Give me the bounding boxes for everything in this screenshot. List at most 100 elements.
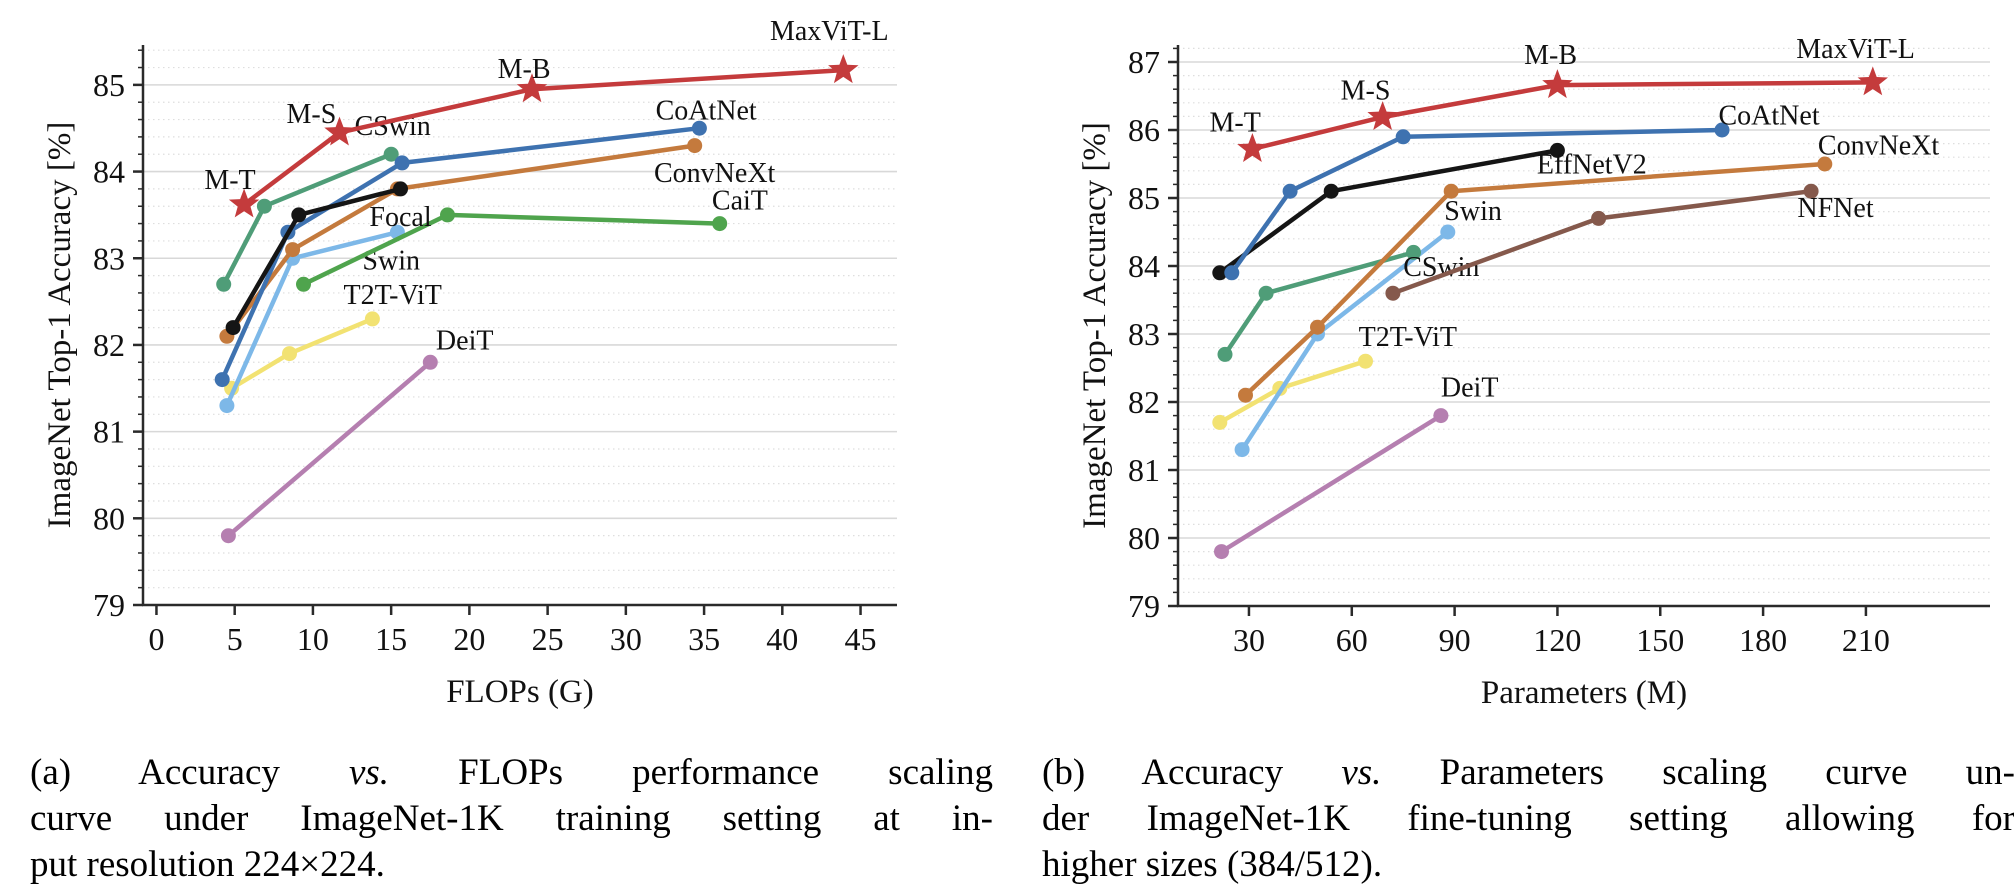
y-tick-label: 84 bbox=[1128, 248, 1160, 284]
y-tick-label: 81 bbox=[93, 414, 125, 450]
deit-point-marker bbox=[220, 528, 236, 544]
x-tick-label: 25 bbox=[532, 621, 564, 657]
maxvit-star-marker bbox=[1857, 66, 1888, 96]
y-tick-label: 80 bbox=[93, 500, 125, 536]
convnext-point-marker bbox=[1310, 319, 1325, 335]
maxvit-label: M-T bbox=[204, 165, 255, 196]
caption-text: der ImageNet-1K fine-tuning setting allo… bbox=[1042, 798, 2014, 839]
coatnet-label: CoAtNet bbox=[656, 96, 757, 127]
y-tick-label: 85 bbox=[1128, 180, 1160, 216]
y-tick-label: 85 bbox=[93, 67, 125, 103]
swin-point-marker bbox=[1440, 224, 1456, 240]
cswin-point-marker bbox=[216, 276, 232, 292]
t2t-vit-point-marker bbox=[1212, 414, 1228, 430]
coatnet-label: CoAtNet bbox=[1719, 101, 1820, 132]
caption-panel-b: (b) Accuracy vs. Parameters scaling curv… bbox=[1042, 750, 2014, 888]
maxvit-star-marker bbox=[516, 73, 548, 103]
maxvit-label: M-S bbox=[287, 99, 337, 130]
maxvit-star-marker bbox=[228, 188, 260, 218]
convnext-point-marker bbox=[1238, 387, 1253, 403]
y-tick-label: 80 bbox=[1128, 520, 1160, 556]
coatnet-line bbox=[219, 125, 702, 382]
effnetv2-point-marker bbox=[1323, 183, 1339, 199]
t2t-vit-line bbox=[229, 316, 375, 391]
caption-line: higher sizes (384/512). bbox=[1042, 842, 2014, 888]
maxvit-line bbox=[1250, 80, 1876, 152]
caption-line: (b) Accuracy vs. Parameters scaling curv… bbox=[1042, 750, 2014, 796]
focal-point-marker bbox=[393, 181, 408, 197]
caption-text: (b) Accuracy bbox=[1042, 752, 1342, 793]
caption-line: put resolution 224×224. bbox=[30, 842, 993, 888]
effnetv2-point-marker bbox=[1212, 265, 1228, 281]
deit-point-marker bbox=[1214, 544, 1229, 560]
caption-text: FLOPs performance scaling bbox=[389, 752, 993, 793]
deit-point-marker bbox=[422, 354, 438, 370]
cswin-point-marker bbox=[1217, 346, 1233, 362]
cswin-point-marker bbox=[383, 146, 399, 162]
caption-text: higher sizes (384/512). bbox=[1042, 844, 1383, 885]
convnext-point-marker bbox=[1443, 183, 1459, 199]
coatnet-point-marker bbox=[1282, 183, 1298, 199]
maxvit-label: M-S bbox=[1341, 75, 1391, 106]
deit-line bbox=[1219, 413, 1444, 554]
cait-label: CaiT bbox=[712, 186, 768, 217]
cait-point-marker bbox=[296, 276, 311, 292]
coatnet-point-marker bbox=[1224, 265, 1240, 281]
t2t-vit-label: T2T-ViT bbox=[1359, 322, 1457, 353]
x-tick-label: 5 bbox=[227, 621, 243, 657]
coatnet-point-marker bbox=[691, 120, 707, 136]
x-tick-label: 30 bbox=[610, 621, 642, 657]
x-tick-label: 40 bbox=[766, 621, 798, 657]
maxvit-star-marker bbox=[828, 54, 859, 84]
deit-label: DeiT bbox=[1441, 373, 1499, 404]
y-axis-title: ImageNet Top-1 Accuracy [%] bbox=[1077, 122, 1113, 529]
caption-text: curve under ImageNet-1K training setting… bbox=[30, 798, 993, 839]
y-tick-label: 83 bbox=[1128, 316, 1160, 352]
x-tick-label: 20 bbox=[453, 621, 485, 657]
cait-point-marker bbox=[440, 207, 455, 223]
cait-point-marker bbox=[712, 216, 728, 232]
t2t-vit-point-marker bbox=[364, 311, 380, 327]
x-axis-title: FLOPs (G) bbox=[446, 674, 594, 710]
caption-panel-a: (a) Accuracy vs. FLOPs performance scali… bbox=[30, 750, 993, 888]
caption-text: (a) Accuracy bbox=[30, 752, 349, 793]
maxvit-star-marker bbox=[1542, 69, 1573, 99]
x-tick-label: 90 bbox=[1439, 622, 1471, 658]
maxvit-label: M-B bbox=[498, 54, 551, 85]
effnetv2-label: EffNetV2 bbox=[1537, 150, 1647, 181]
coatnet-point-marker bbox=[394, 155, 410, 171]
maxvit-label: MaxViT-L bbox=[1796, 34, 1915, 65]
x-tick-label: 180 bbox=[1739, 622, 1787, 658]
y-tick-label: 79 bbox=[1128, 588, 1160, 624]
convnext-label: ConvNeXt bbox=[1818, 131, 1940, 162]
convnext-line bbox=[224, 143, 697, 339]
y-tick-label: 79 bbox=[93, 587, 125, 623]
nfnet-point-marker bbox=[1803, 183, 1819, 199]
cswin-point-marker bbox=[1406, 244, 1421, 260]
focal-point-marker bbox=[225, 320, 241, 336]
coatnet-point-marker bbox=[214, 372, 230, 388]
y-tick-label: 82 bbox=[93, 327, 125, 363]
y-tick-label: 84 bbox=[93, 154, 125, 190]
caption-text-italic: vs. bbox=[1341, 752, 1382, 793]
focal-point-marker bbox=[291, 207, 307, 223]
x-tick-label: 120 bbox=[1533, 622, 1581, 658]
swin-point-marker bbox=[219, 398, 235, 414]
coatnet-point-marker bbox=[1395, 129, 1411, 145]
coatnet-point-marker bbox=[1714, 122, 1730, 138]
t2t-vit-label: T2T-ViT bbox=[344, 280, 442, 311]
y-tick-label: 82 bbox=[1128, 384, 1160, 420]
caption-text: put resolution 224×224. bbox=[30, 844, 385, 885]
y-axis-title: ImageNet Top-1 Accuracy [%] bbox=[42, 122, 78, 529]
swin-label: Swin bbox=[1444, 196, 1502, 227]
x-tick-label: 45 bbox=[845, 621, 877, 657]
nfnet-point-marker bbox=[1591, 210, 1607, 226]
accuracy-vs-parameters-chart: 79 80 81 82 83 84 85 86 87 30 60 90 120 150 180 210 DeiT… bbox=[1077, 34, 1990, 711]
convnext-point-marker bbox=[1817, 156, 1833, 172]
x-tick-label: 15 bbox=[375, 621, 407, 657]
y-tick-label: 86 bbox=[1128, 112, 1160, 148]
effnetv2-point-marker bbox=[1549, 142, 1565, 158]
caption-line: curve under ImageNet-1K training setting… bbox=[30, 796, 993, 842]
focal-label: Focal bbox=[369, 202, 431, 233]
